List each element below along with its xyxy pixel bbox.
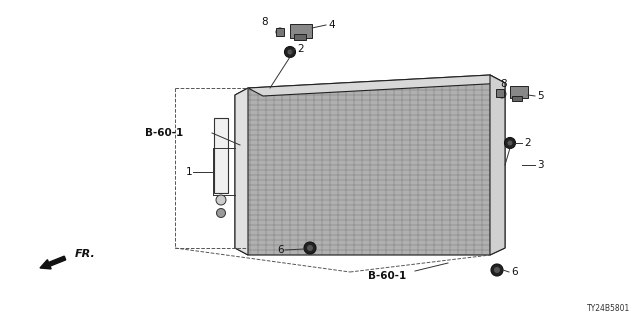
Bar [512, 96, 522, 101]
Circle shape [287, 50, 292, 54]
Bar [290, 24, 312, 38]
Text: 1: 1 [186, 167, 192, 177]
Bar [214, 118, 228, 193]
Polygon shape [235, 75, 505, 255]
Text: 8: 8 [500, 79, 507, 89]
Circle shape [508, 140, 513, 146]
Bar [276, 28, 284, 36]
Polygon shape [490, 75, 505, 255]
Polygon shape [235, 88, 248, 255]
Text: 6: 6 [511, 267, 518, 277]
Bar [510, 86, 528, 98]
Circle shape [276, 28, 284, 36]
Polygon shape [248, 75, 505, 96]
Circle shape [494, 267, 500, 273]
Text: 2: 2 [524, 138, 531, 148]
Text: 4: 4 [328, 20, 335, 30]
Bar [294, 34, 306, 40]
Text: B-60-1: B-60-1 [145, 128, 183, 138]
Circle shape [498, 90, 506, 98]
Circle shape [216, 209, 225, 218]
Circle shape [304, 242, 316, 254]
Text: 2: 2 [297, 44, 303, 54]
Text: B-60-1: B-60-1 [368, 271, 406, 281]
Text: FR.: FR. [75, 249, 96, 259]
Text: 3: 3 [537, 160, 543, 170]
FancyArrow shape [40, 256, 66, 269]
Circle shape [491, 264, 503, 276]
Text: 8: 8 [261, 17, 268, 27]
Circle shape [216, 195, 226, 205]
Text: 5: 5 [537, 91, 543, 101]
Text: 6: 6 [277, 245, 284, 255]
Circle shape [285, 46, 296, 58]
Circle shape [307, 245, 313, 251]
Text: TY24B5801: TY24B5801 [587, 304, 630, 313]
Bar [496, 89, 504, 97]
Circle shape [504, 138, 515, 148]
